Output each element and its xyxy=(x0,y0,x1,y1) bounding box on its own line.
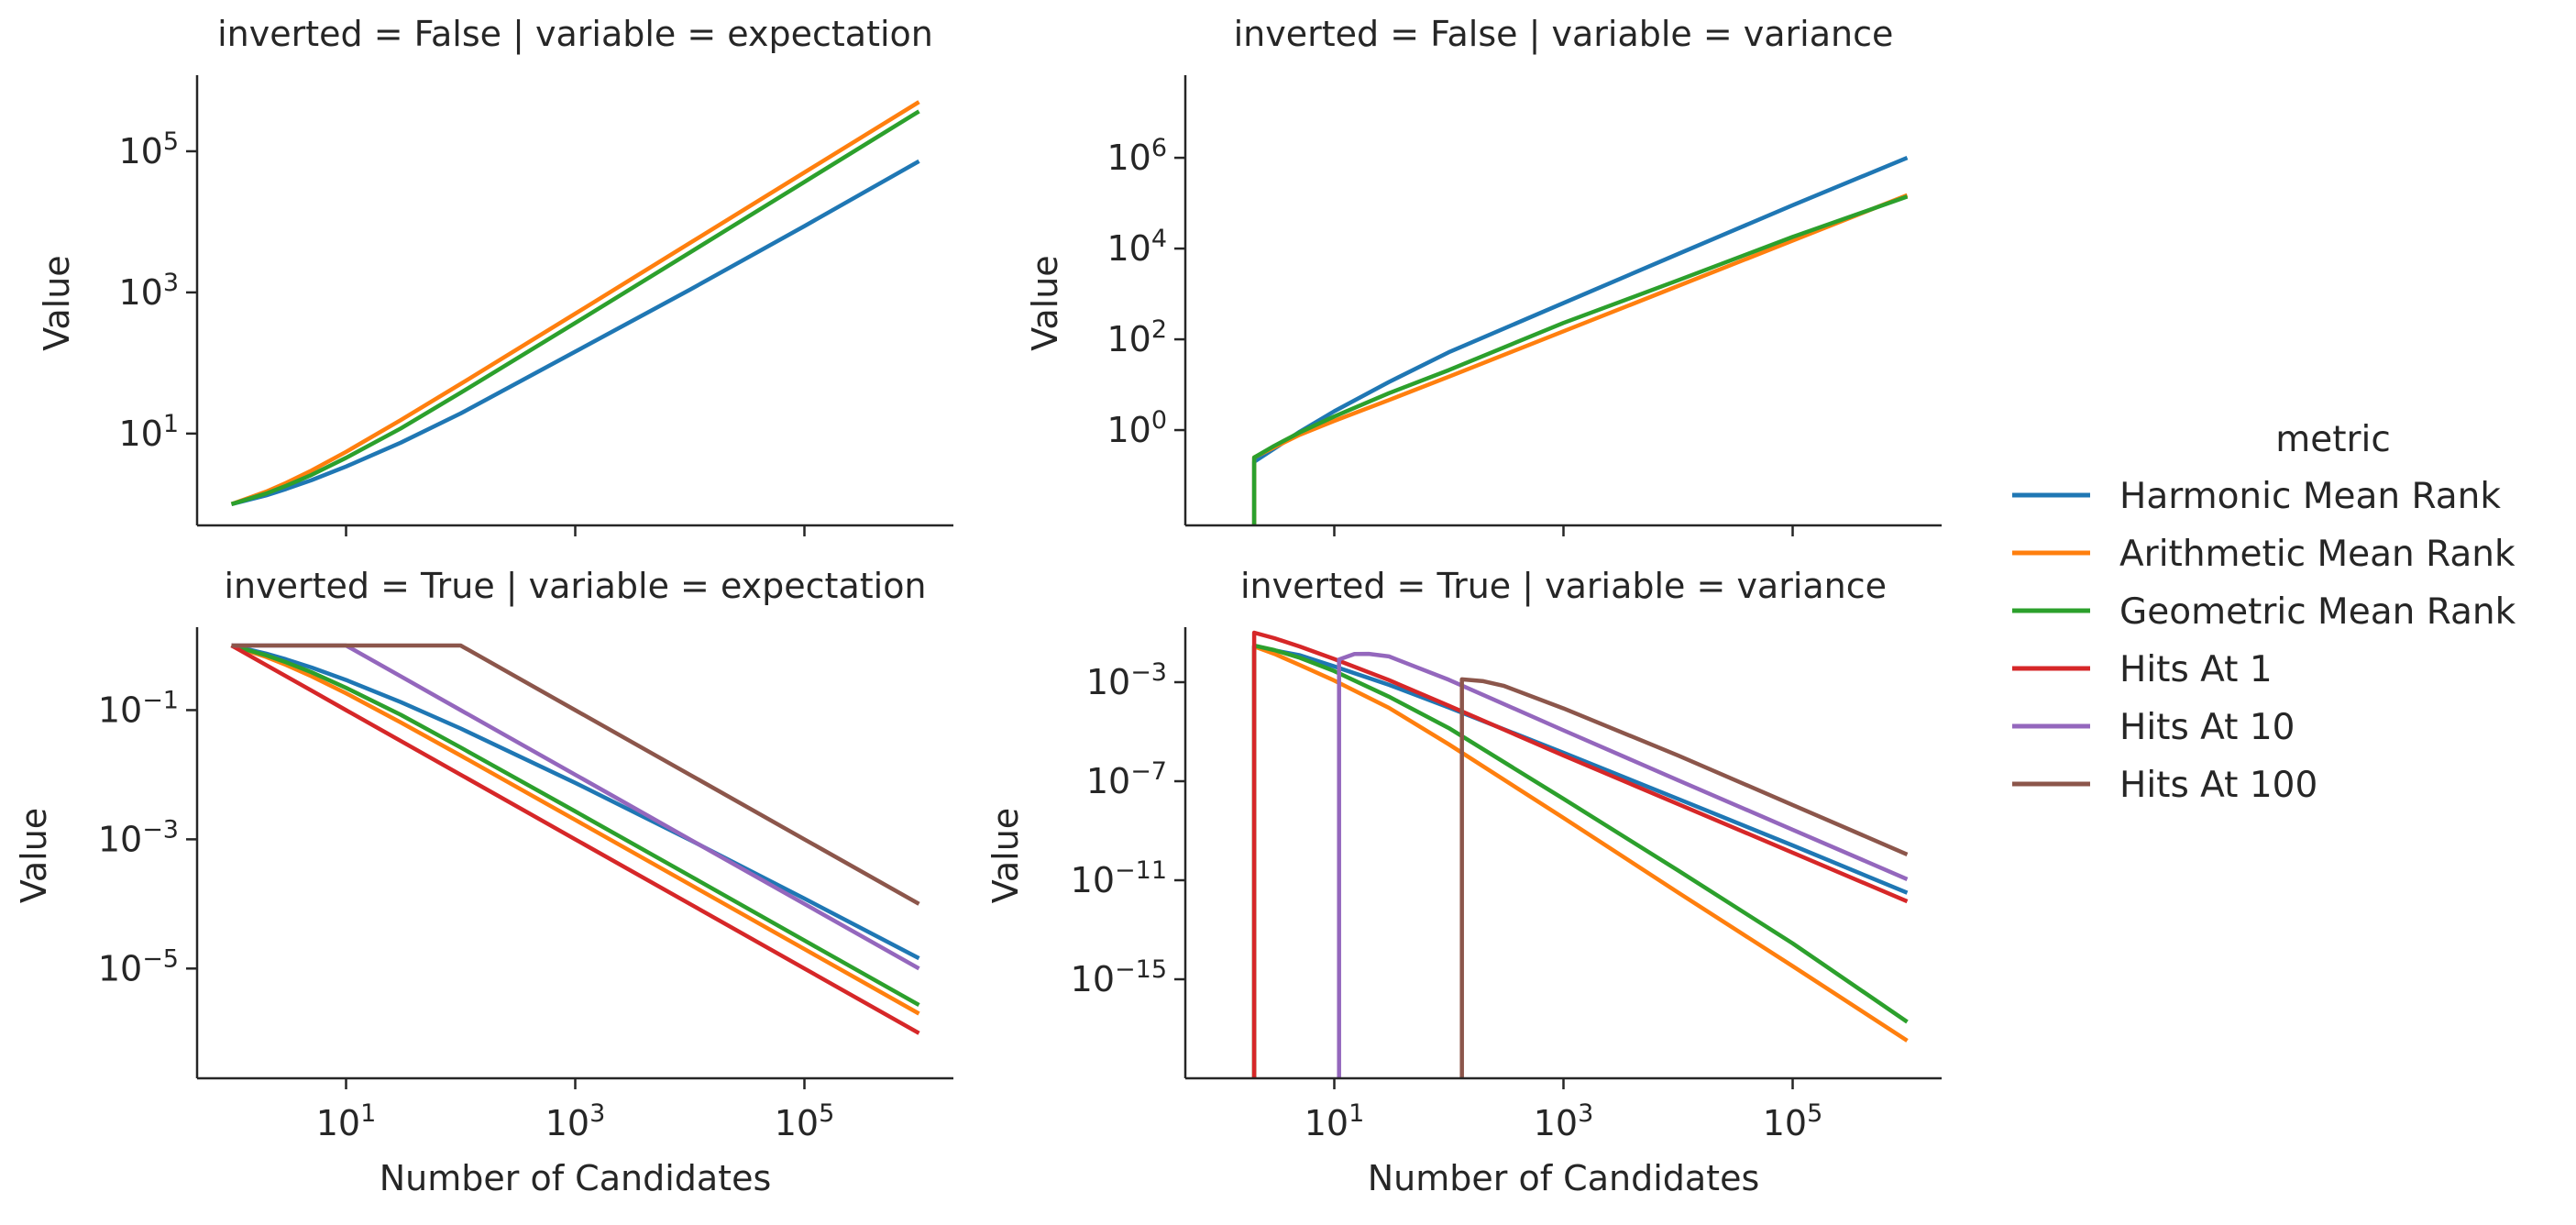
series-line-geometric-mean-rank xyxy=(230,109,920,506)
y-tick-label: 10−15 xyxy=(1071,955,1167,1000)
series-line-hits-at-10 xyxy=(231,643,920,971)
legend-label: Harmonic Mean Rank xyxy=(2119,476,2501,517)
y-tick-label: 105 xyxy=(118,127,179,171)
legend-item: Hits At 10 xyxy=(2012,707,2295,748)
y-tick-label: 10−11 xyxy=(1071,856,1167,901)
y-axis-label: Value xyxy=(985,808,1026,903)
series-line-harmonic-mean-rank xyxy=(1219,156,1909,525)
x-axis-label: Number of Candidates xyxy=(1368,1158,1760,1198)
legend-label: Hits At 10 xyxy=(2119,707,2295,748)
legend-item: Arithmetic Mean Rank xyxy=(2012,534,2515,575)
x-tick-label: 105 xyxy=(1763,1099,1823,1144)
facet-title: inverted = False | variable = variance xyxy=(1234,14,1894,55)
series-line-hits-at-100 xyxy=(1459,677,1909,1078)
series-line-geometric-mean-rank xyxy=(1219,194,1909,525)
x-tick-label: 101 xyxy=(1305,1099,1365,1144)
y-tick-label: 101 xyxy=(118,409,179,454)
series-line-geometric-mean-rank xyxy=(230,643,920,1008)
series-group xyxy=(1251,630,1909,1078)
y-tick-label: 102 xyxy=(1106,315,1167,360)
legend: metric Harmonic Mean Rank Arithmetic Mean … xyxy=(2012,419,2516,806)
series-line-hits-at-1 xyxy=(1251,630,1909,1078)
y-tick-label: 100 xyxy=(1106,406,1167,451)
legend-item: Hits At 1 xyxy=(2012,649,2273,690)
series-group xyxy=(230,643,920,1035)
legend-label: Hits At 1 xyxy=(2119,649,2273,690)
y-tick-label: 10−3 xyxy=(98,815,179,860)
y-tick-label: 103 xyxy=(118,268,179,313)
x-tick-label: 103 xyxy=(545,1099,606,1144)
facet-title: inverted = False | variable = expectatio… xyxy=(217,14,933,55)
series-line-arithmetic-mean-rank xyxy=(1251,644,1909,1078)
legend-title: metric xyxy=(2275,419,2391,460)
x-tick-label: 101 xyxy=(316,1099,377,1144)
facet-panel-3: inverted = True | variable = expectation… xyxy=(14,566,953,1198)
series-line-hits-at-1 xyxy=(230,644,920,1035)
y-axis-label: Value xyxy=(14,808,54,903)
y-tick-label: 106 xyxy=(1106,134,1167,179)
series-line-geometric-mean-rank xyxy=(1251,643,1909,1078)
series-line-harmonic-mean-rank xyxy=(1251,644,1909,1078)
series-group xyxy=(230,100,920,506)
y-tick-label: 10−5 xyxy=(98,944,179,989)
series-group xyxy=(1219,156,1909,525)
series-line-hits-at-10 xyxy=(1337,651,1909,1078)
legend-label: Arithmetic Mean Rank xyxy=(2119,534,2515,575)
y-axis-label: Value xyxy=(1025,255,1065,350)
y-tick-label: 10−7 xyxy=(1086,757,1167,802)
series-line-harmonic-mean-rank xyxy=(230,159,920,506)
series-line-arithmetic-mean-rank xyxy=(230,100,920,506)
facets: inverted = False | variable = expectatio… xyxy=(14,14,1942,1198)
facet-title: inverted = True | variable = expectation xyxy=(224,566,926,607)
legend-item: Geometric Mean Rank xyxy=(2012,591,2516,633)
legend-item: Hits At 100 xyxy=(2012,765,2317,806)
facet-panel-2: inverted = False | variable = variance 10… xyxy=(1025,14,1942,536)
legend-label: Hits At 100 xyxy=(2119,765,2317,806)
y-tick-label: 104 xyxy=(1106,225,1167,270)
series-line-arithmetic-mean-rank xyxy=(230,643,920,1016)
y-tick-label: 10−3 xyxy=(1086,658,1167,703)
y-axis-label: Value xyxy=(37,255,77,350)
y-tick-label: 10−1 xyxy=(98,686,179,731)
x-tick-label: 103 xyxy=(1534,1099,1594,1144)
facet-panel-4: inverted = True | variable = variance 10−… xyxy=(985,566,1942,1198)
facet-panel-1: inverted = False | variable = expectatio… xyxy=(37,14,953,536)
facet-title: inverted = True | variable = variance xyxy=(1240,566,1887,607)
series-line-hits-at-100 xyxy=(231,643,920,906)
x-axis-label: Number of Candidates xyxy=(380,1158,772,1198)
x-tick-label: 105 xyxy=(775,1099,835,1144)
legend-label: Geometric Mean Rank xyxy=(2119,591,2516,633)
series-line-arithmetic-mean-rank xyxy=(1219,193,1909,525)
legend-item: Harmonic Mean Rank xyxy=(2012,476,2501,517)
